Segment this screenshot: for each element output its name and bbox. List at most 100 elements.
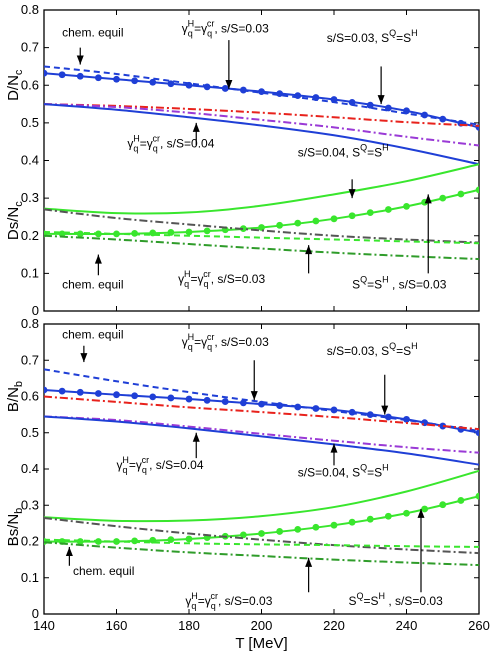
series-group: [44, 65, 479, 261]
series-line-7: [44, 208, 479, 244]
series-marker: [58, 230, 66, 238]
series-marker: [131, 77, 139, 85]
series-marker: [421, 505, 429, 513]
series-marker: [113, 75, 120, 83]
series-line-9: [44, 234, 479, 261]
series-marker: [348, 98, 356, 106]
annotation-label-0: chem. equil: [62, 328, 123, 342]
panel-top: 0 0.1 0.2 0.3 0.4 0.5 0.6 0.7 0.8 D/Nc Ds/Nc chem. …: [5, 2, 480, 318]
y-axis-label-lower: Ds/Nc: [5, 201, 25, 240]
series-marker: [276, 90, 284, 98]
y-tick-label: 0.8: [21, 2, 39, 17]
annotation-label-2: s/S=0.03, SQ=SH: [327, 341, 418, 358]
annotation-label-3: γqH=γqcr, s/S=0.04: [127, 133, 214, 153]
y-tick-label: 0: [32, 606, 39, 621]
annotation-arrowhead: [305, 557, 313, 567]
annotation-arrowhead: [424, 194, 432, 204]
annotation-label-7: SQ=SH , s/S=0.03: [352, 274, 447, 291]
series-marker: [330, 406, 338, 414]
series-line-8: [44, 230, 479, 245]
annotation-label-5: chem. equil: [73, 564, 134, 578]
annotation-label-1: γqH=γqcr, s/S=0.03: [182, 19, 269, 39]
y-tick-label: 0.4: [21, 153, 39, 168]
annotation-label-6: γqH=γqcr, s/S=0.03: [185, 591, 272, 611]
annotation-arrowhead: [225, 80, 233, 90]
series-line-5: [44, 163, 479, 215]
x-tick-label: 220: [323, 618, 345, 633]
series-marker: [149, 78, 157, 86]
series-marker: [185, 228, 193, 236]
series-line-3: [44, 103, 479, 147]
annotation-label-4: s/S=0.04, SQ=SH: [298, 143, 389, 160]
annotation-arrowhead: [330, 443, 338, 453]
series-line-7: [44, 516, 479, 555]
annotation-label-6: γqH=γqcr, s/S=0.03: [178, 269, 265, 289]
series-marker: [403, 107, 410, 115]
series-marker: [294, 219, 302, 227]
series-marker: [113, 391, 120, 399]
series-marker: [384, 512, 392, 520]
annotation-label-1: γqH=γqcr, s/S=0.03: [182, 332, 269, 352]
series-marker: [167, 394, 175, 402]
series-line-1: [44, 388, 479, 434]
annotation-arrowhead: [305, 245, 313, 255]
y-tick-label: 0.8: [21, 316, 39, 331]
series-marker: [258, 88, 265, 96]
series-line-0: [44, 368, 479, 432]
series-marker: [239, 531, 247, 539]
panel-bottom: 0 0.1 0.2 0.3 0.4 0.5 0.6 0.7 0.8 140 160 180 200 220…: [5, 316, 490, 652]
annotation-arrowhead: [377, 95, 385, 105]
series-marker: [384, 206, 392, 213]
series-marker: [276, 402, 284, 409]
x-tick-label: 240: [396, 618, 418, 633]
y-tick-label: 0.2: [21, 534, 39, 549]
series-marker: [258, 530, 265, 537]
y-tick-label: 0.2: [21, 228, 39, 243]
series-marker: [185, 395, 193, 403]
plot-frame: [43, 9, 480, 312]
series-line-9: [44, 541, 479, 567]
series-marker: [203, 227, 211, 235]
annotation-label-5: chem. equil: [62, 277, 123, 291]
series-marker: [44, 69, 48, 77]
annotation-arrowhead: [65, 546, 73, 556]
series-marker: [239, 225, 247, 233]
series-marker: [366, 101, 374, 109]
y-tick-label: 0.1: [21, 570, 39, 585]
annotation-label-0: chem. equil: [62, 25, 123, 39]
series-marker: [312, 217, 320, 225]
x-tick-label: 200: [251, 618, 273, 633]
series-marker: [239, 86, 247, 94]
series-line-0: [44, 65, 479, 126]
x-axis-label: T [MeV]: [235, 635, 287, 652]
annotation-arrowhead: [94, 254, 102, 264]
y-tick-label: 0.7: [21, 352, 39, 367]
series-marker: [403, 203, 410, 210]
series-marker: [384, 413, 392, 421]
annotation-label-4: s/S=0.04, SQ=SH: [298, 462, 389, 479]
annotation-arrowhead: [381, 405, 389, 415]
series-line-8: [44, 538, 479, 548]
annotation-label-7: SQ=SH , s/S=0.03: [349, 591, 444, 608]
series-marker: [276, 528, 284, 535]
series-marker: [439, 422, 447, 430]
series-marker: [312, 405, 320, 412]
y-tick-label: 0: [32, 303, 39, 318]
annotation-arrowhead: [348, 189, 356, 199]
series-marker: [167, 229, 175, 236]
series-marker: [403, 509, 410, 517]
series-marker: [203, 396, 211, 404]
annotation-label-3: γqH=γqcr, s/S=0.04: [117, 455, 204, 475]
series-marker: [221, 85, 229, 92]
series-marker: [457, 497, 465, 504]
series-marker: [457, 190, 465, 198]
annotation-arrowhead: [76, 55, 84, 65]
series-marker: [439, 115, 447, 123]
series-marker: [239, 399, 247, 407]
series-marker: [221, 398, 229, 405]
y-tick-label: 0.5: [21, 425, 39, 440]
series-marker: [185, 535, 193, 543]
series-marker: [294, 92, 302, 99]
series-marker: [94, 390, 102, 397]
series-marker: [366, 515, 374, 523]
